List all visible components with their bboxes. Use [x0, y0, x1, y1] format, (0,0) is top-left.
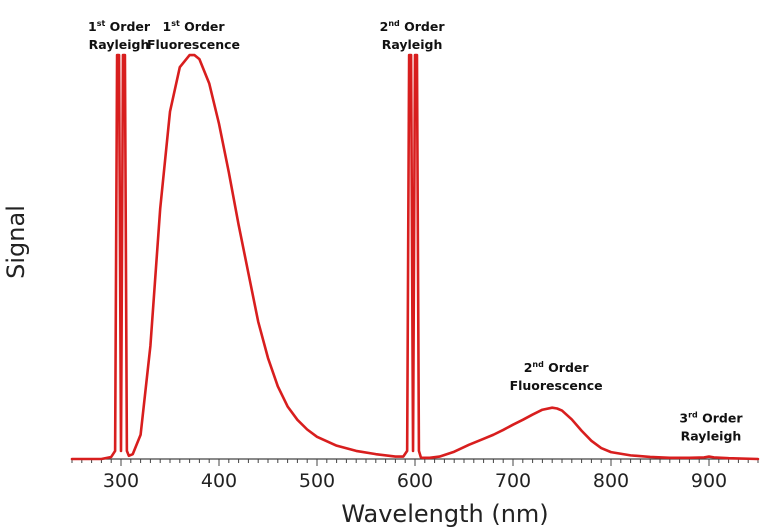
peak-annotation: 2nd Order Fluorescence	[510, 360, 603, 393]
x-tick-label: 800	[593, 470, 629, 492]
x-axis-title: Wavelength (nm)	[341, 500, 548, 528]
peak-annotation: 2nd Order Rayleigh	[380, 19, 446, 52]
plot-area	[70, 53, 760, 461]
x-tick-label: 500	[299, 470, 335, 492]
x-axis: 300 400 500 600 700 800 900	[71, 458, 759, 492]
y-axis-title: Signal	[2, 205, 30, 279]
x-tick-label: 700	[495, 470, 531, 492]
x-tick-label: 400	[201, 470, 237, 492]
peak-annotation: 1st Order Rayleigh	[88, 19, 151, 52]
x-tick-label: 300	[103, 470, 139, 492]
peak-annotation: 3rd Order Rayleigh	[679, 411, 743, 444]
signal-series-line	[70, 53, 760, 461]
x-tick-label: 900	[691, 470, 727, 492]
peak-annotation: 1st Order Fluorescence	[147, 19, 240, 52]
x-tick-label: 600	[397, 470, 433, 492]
